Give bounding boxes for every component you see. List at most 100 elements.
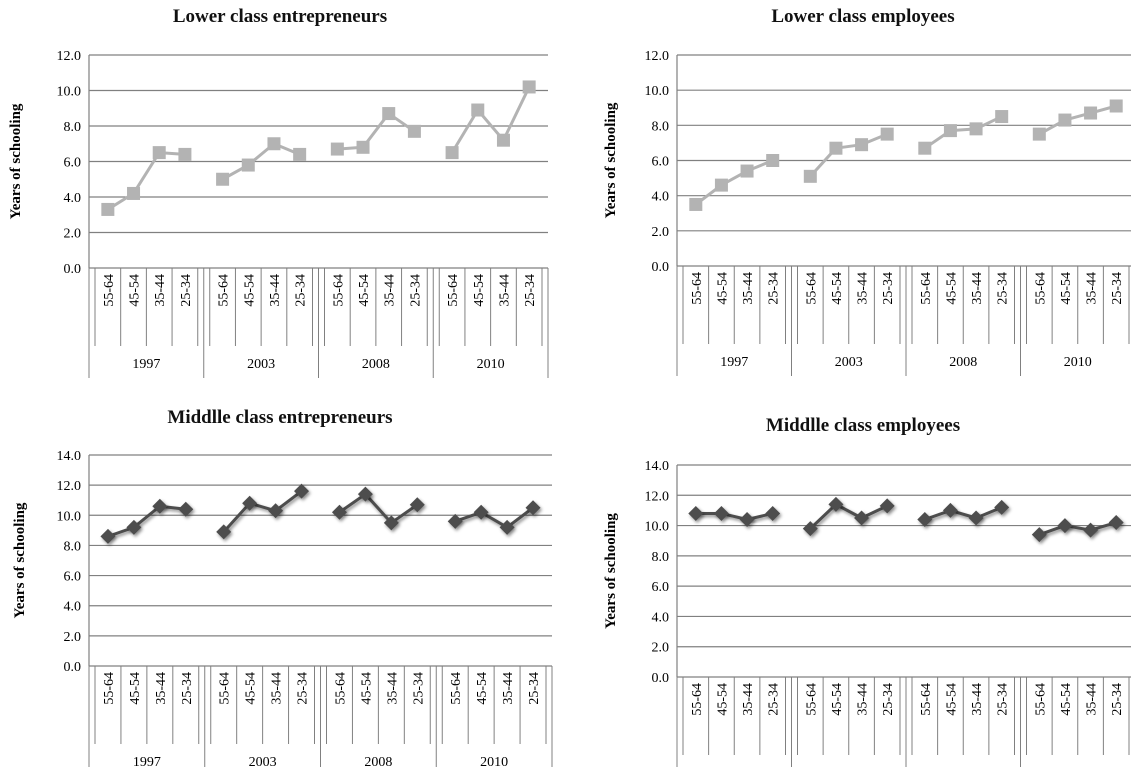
- chart-title: Lower class entrepreneurs: [172, 6, 388, 27]
- x-tick-label: 35-44: [970, 272, 985, 305]
- series-line: [924, 506, 1003, 521]
- x-tick-label: 35-44: [268, 274, 283, 307]
- x-tick-label: 25-34: [523, 274, 538, 307]
- x-tick-label: 45-54: [475, 672, 490, 705]
- x-tick-label: 25-34: [1110, 683, 1125, 716]
- group-label: 2003: [247, 357, 275, 372]
- x-tick-label: 25-34: [767, 683, 782, 716]
- x-tick-label: 35-44: [856, 683, 871, 716]
- data-point: [714, 178, 728, 192]
- x-tick-label: 35-44: [1085, 272, 1100, 305]
- data-point: [994, 499, 1010, 515]
- data-point: [688, 505, 704, 521]
- x-tick-label: 25-34: [180, 672, 195, 705]
- data-point: [356, 140, 370, 154]
- series-line: [107, 504, 186, 538]
- chart-svg: 0.0 2.0 4.0 6.0 8.0 10.0 12.0 14.0 Years of scho…: [12, 449, 553, 772]
- data-point: [855, 138, 869, 152]
- y-axis-label: Years of schooling: [603, 102, 619, 218]
- series-line: [454, 506, 534, 529]
- data-point: [178, 501, 194, 517]
- y-tick-label: 2.0: [652, 641, 670, 656]
- x-tick-label: 35-44: [1085, 683, 1100, 716]
- series-line: [221, 142, 301, 181]
- x-tick-label: 45-54: [944, 683, 959, 716]
- chart-svg: 0.0 2.0 4.0 6.0 8.0 10.0 12.0 Years of schoolin…: [603, 49, 1131, 376]
- y-tick-label: 4.0: [652, 610, 670, 625]
- x-tick-label: 55-64: [690, 272, 705, 305]
- y-tick-label: 10.0: [57, 85, 82, 100]
- x-tick-label: 45-54: [128, 672, 143, 705]
- x-tick-label: 55-64: [218, 672, 233, 705]
- x-tick-label: 35-44: [385, 672, 400, 705]
- chart-title: Lower class employees: [771, 6, 955, 27]
- x-tick-label: 55-64: [446, 274, 461, 307]
- data-point: [854, 510, 870, 526]
- data-point: [178, 147, 192, 161]
- data-point: [917, 512, 933, 528]
- series-line: [694, 159, 774, 206]
- x-tick-label: 35-44: [501, 672, 516, 705]
- y-tick-label: 10.0: [645, 520, 670, 535]
- data-point: [242, 495, 258, 511]
- data-point: [382, 107, 396, 121]
- x-tick-label: 55-64: [919, 272, 934, 305]
- chart-svg: 0.0 2.0 4.0 6.0 8.0 10.0 12.0 14.0 Years of scho…: [603, 459, 1131, 772]
- x-tick-label: 45-54: [715, 683, 730, 716]
- data-point: [766, 154, 780, 167]
- x-tick-label: 25-34: [527, 672, 542, 705]
- y-tick-label: 12.0: [645, 49, 670, 64]
- x-tick-label: 55-64: [1033, 272, 1048, 305]
- data-point: [918, 141, 932, 155]
- chart-svg: 0.0 2.0 4.0 6.0 8.0 10.0 12.0 Years of schoolin…: [8, 49, 549, 378]
- y-axis-label: Years of schooling: [8, 103, 24, 219]
- x-tick-label: 55-64: [449, 672, 464, 705]
- data-point: [383, 515, 399, 531]
- chart-title: Middlle class entrepreneurs: [167, 407, 393, 428]
- chart-panel-lower-entrepreneurs: Lower class entrepreneurs 0.0 2.0 4.0 6.0 8.…: [0, 0, 560, 380]
- group-label: 1997: [720, 355, 748, 370]
- data-point: [407, 124, 421, 138]
- data-point: [969, 122, 983, 136]
- data-point: [943, 124, 957, 138]
- data-point: [995, 110, 1009, 124]
- x-tick-label: 35-44: [497, 274, 512, 307]
- series-line: [923, 115, 1003, 150]
- y-tick-label: 4.0: [64, 191, 82, 206]
- data-point: [1031, 527, 1047, 543]
- data-point: [879, 498, 895, 514]
- data-point: [522, 80, 536, 94]
- x-tick-label: 35-44: [383, 274, 398, 307]
- series-line: [695, 511, 774, 522]
- x-tick-label: 25-34: [996, 272, 1011, 305]
- group-label: 1997: [133, 755, 161, 767]
- data-point: [525, 500, 541, 516]
- data-point: [216, 524, 232, 540]
- data-point: [471, 103, 485, 117]
- y-tick-label: 2.0: [64, 630, 82, 645]
- data-point: [1083, 522, 1099, 538]
- x-tick-label: 55-64: [690, 683, 705, 716]
- x-tick-label: 35-44: [741, 683, 756, 716]
- x-tick-label: 45-54: [472, 274, 487, 307]
- data-point: [1058, 113, 1072, 127]
- y-tick-label: 0.0: [652, 260, 670, 275]
- y-tick-label: 12.0: [57, 49, 82, 64]
- x-tick-label: 25-34: [294, 274, 309, 307]
- x-tick-label: 35-44: [741, 272, 756, 305]
- chart-panel-middle-entrepreneurs: Middlle class entrepreneurs 0.0 2.0 4.0 6.0…: [0, 395, 560, 772]
- data-point: [268, 503, 284, 519]
- series-line: [450, 86, 531, 154]
- data-point: [802, 521, 818, 537]
- x-tick-label: 45-54: [830, 272, 845, 305]
- data-point: [496, 133, 510, 147]
- y-tick-label: 8.0: [652, 550, 670, 565]
- x-tick-label: 45-54: [357, 274, 372, 307]
- data-point: [409, 497, 425, 513]
- data-point: [713, 505, 729, 521]
- y-tick-label: 0.0: [64, 262, 82, 277]
- y-tick-label: 2.0: [652, 225, 670, 240]
- group-label: 2008: [949, 355, 977, 370]
- y-tick-label: 0.0: [652, 671, 670, 686]
- y-tick-label: 4.0: [64, 600, 82, 615]
